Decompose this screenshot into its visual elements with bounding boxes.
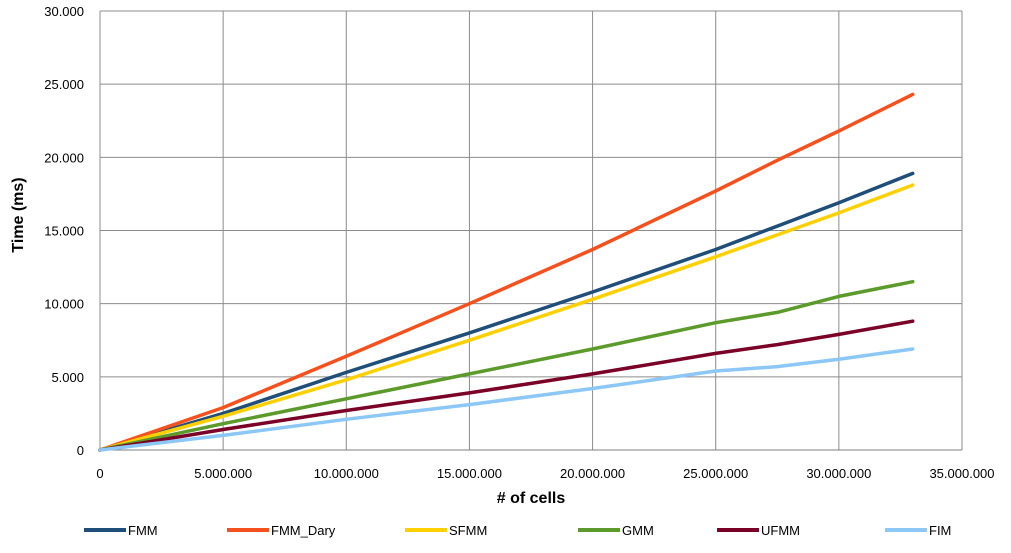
legend-item-ufmm: UFMM — [717, 523, 800, 538]
series-line-fmm — [98, 171, 915, 452]
series-line-gmm — [98, 279, 915, 452]
x-tick-label: 25.000.000 — [683, 466, 748, 481]
y-tick-label: 10.000 — [44, 297, 84, 312]
grid — [99, 10, 963, 451]
y-axis-ticks: 0 5.000 10.000 15.000 20.000 25.000 30.000 — [44, 4, 84, 458]
series-line-fmm_dary — [98, 92, 915, 452]
legend-label: UFMM — [761, 523, 800, 538]
legend-label: FIM — [929, 523, 951, 538]
x-tick-label: 10.000.000 — [314, 466, 379, 481]
legend-label: SFMM — [449, 523, 487, 538]
legend-item-gmm: GMM — [578, 523, 654, 538]
x-axis-ticks: 0 5.000.000 10.000.000 15.000.000 20.000.000… — [96, 466, 994, 481]
x-tick-label: 15.000.000 — [437, 466, 502, 481]
y-tick-label: 15.000 — [44, 224, 84, 239]
legend-item-fim: FIM — [885, 523, 951, 538]
legend-item-fmm: FMM — [84, 523, 158, 538]
x-tick-label: 30.000.000 — [806, 466, 871, 481]
legend-item-fmm_dary: FMM_Dary — [227, 523, 336, 538]
y-axis-title: Time (ms) — [10, 177, 27, 252]
x-tick-label: 0 — [96, 466, 103, 481]
legend-item-sfmm: SFMM — [405, 523, 487, 538]
legend-label: FMM — [128, 523, 158, 538]
x-tick-label: 35.000.000 — [929, 466, 994, 481]
y-tick-label: 0 — [77, 443, 84, 458]
x-tick-label: 5.000.000 — [194, 466, 252, 481]
y-tick-label: 20.000 — [44, 150, 84, 165]
series-line-fim — [98, 347, 915, 452]
legend-label: FMM_Dary — [271, 523, 336, 538]
y-tick-label: 5.000 — [51, 370, 84, 385]
series-line-sfmm — [98, 183, 915, 452]
x-tick-label: 20.000.000 — [560, 466, 625, 481]
legend: FMM FMM_Dary SFMM GMM UFMM FIM — [84, 523, 951, 538]
series-lines — [98, 92, 915, 452]
series-line-ufmm — [98, 319, 915, 452]
legend-label: GMM — [622, 523, 654, 538]
y-tick-label: 25.000 — [44, 77, 84, 92]
x-axis-title: # of cells — [497, 490, 566, 507]
y-tick-label: 30.000 — [44, 4, 84, 19]
